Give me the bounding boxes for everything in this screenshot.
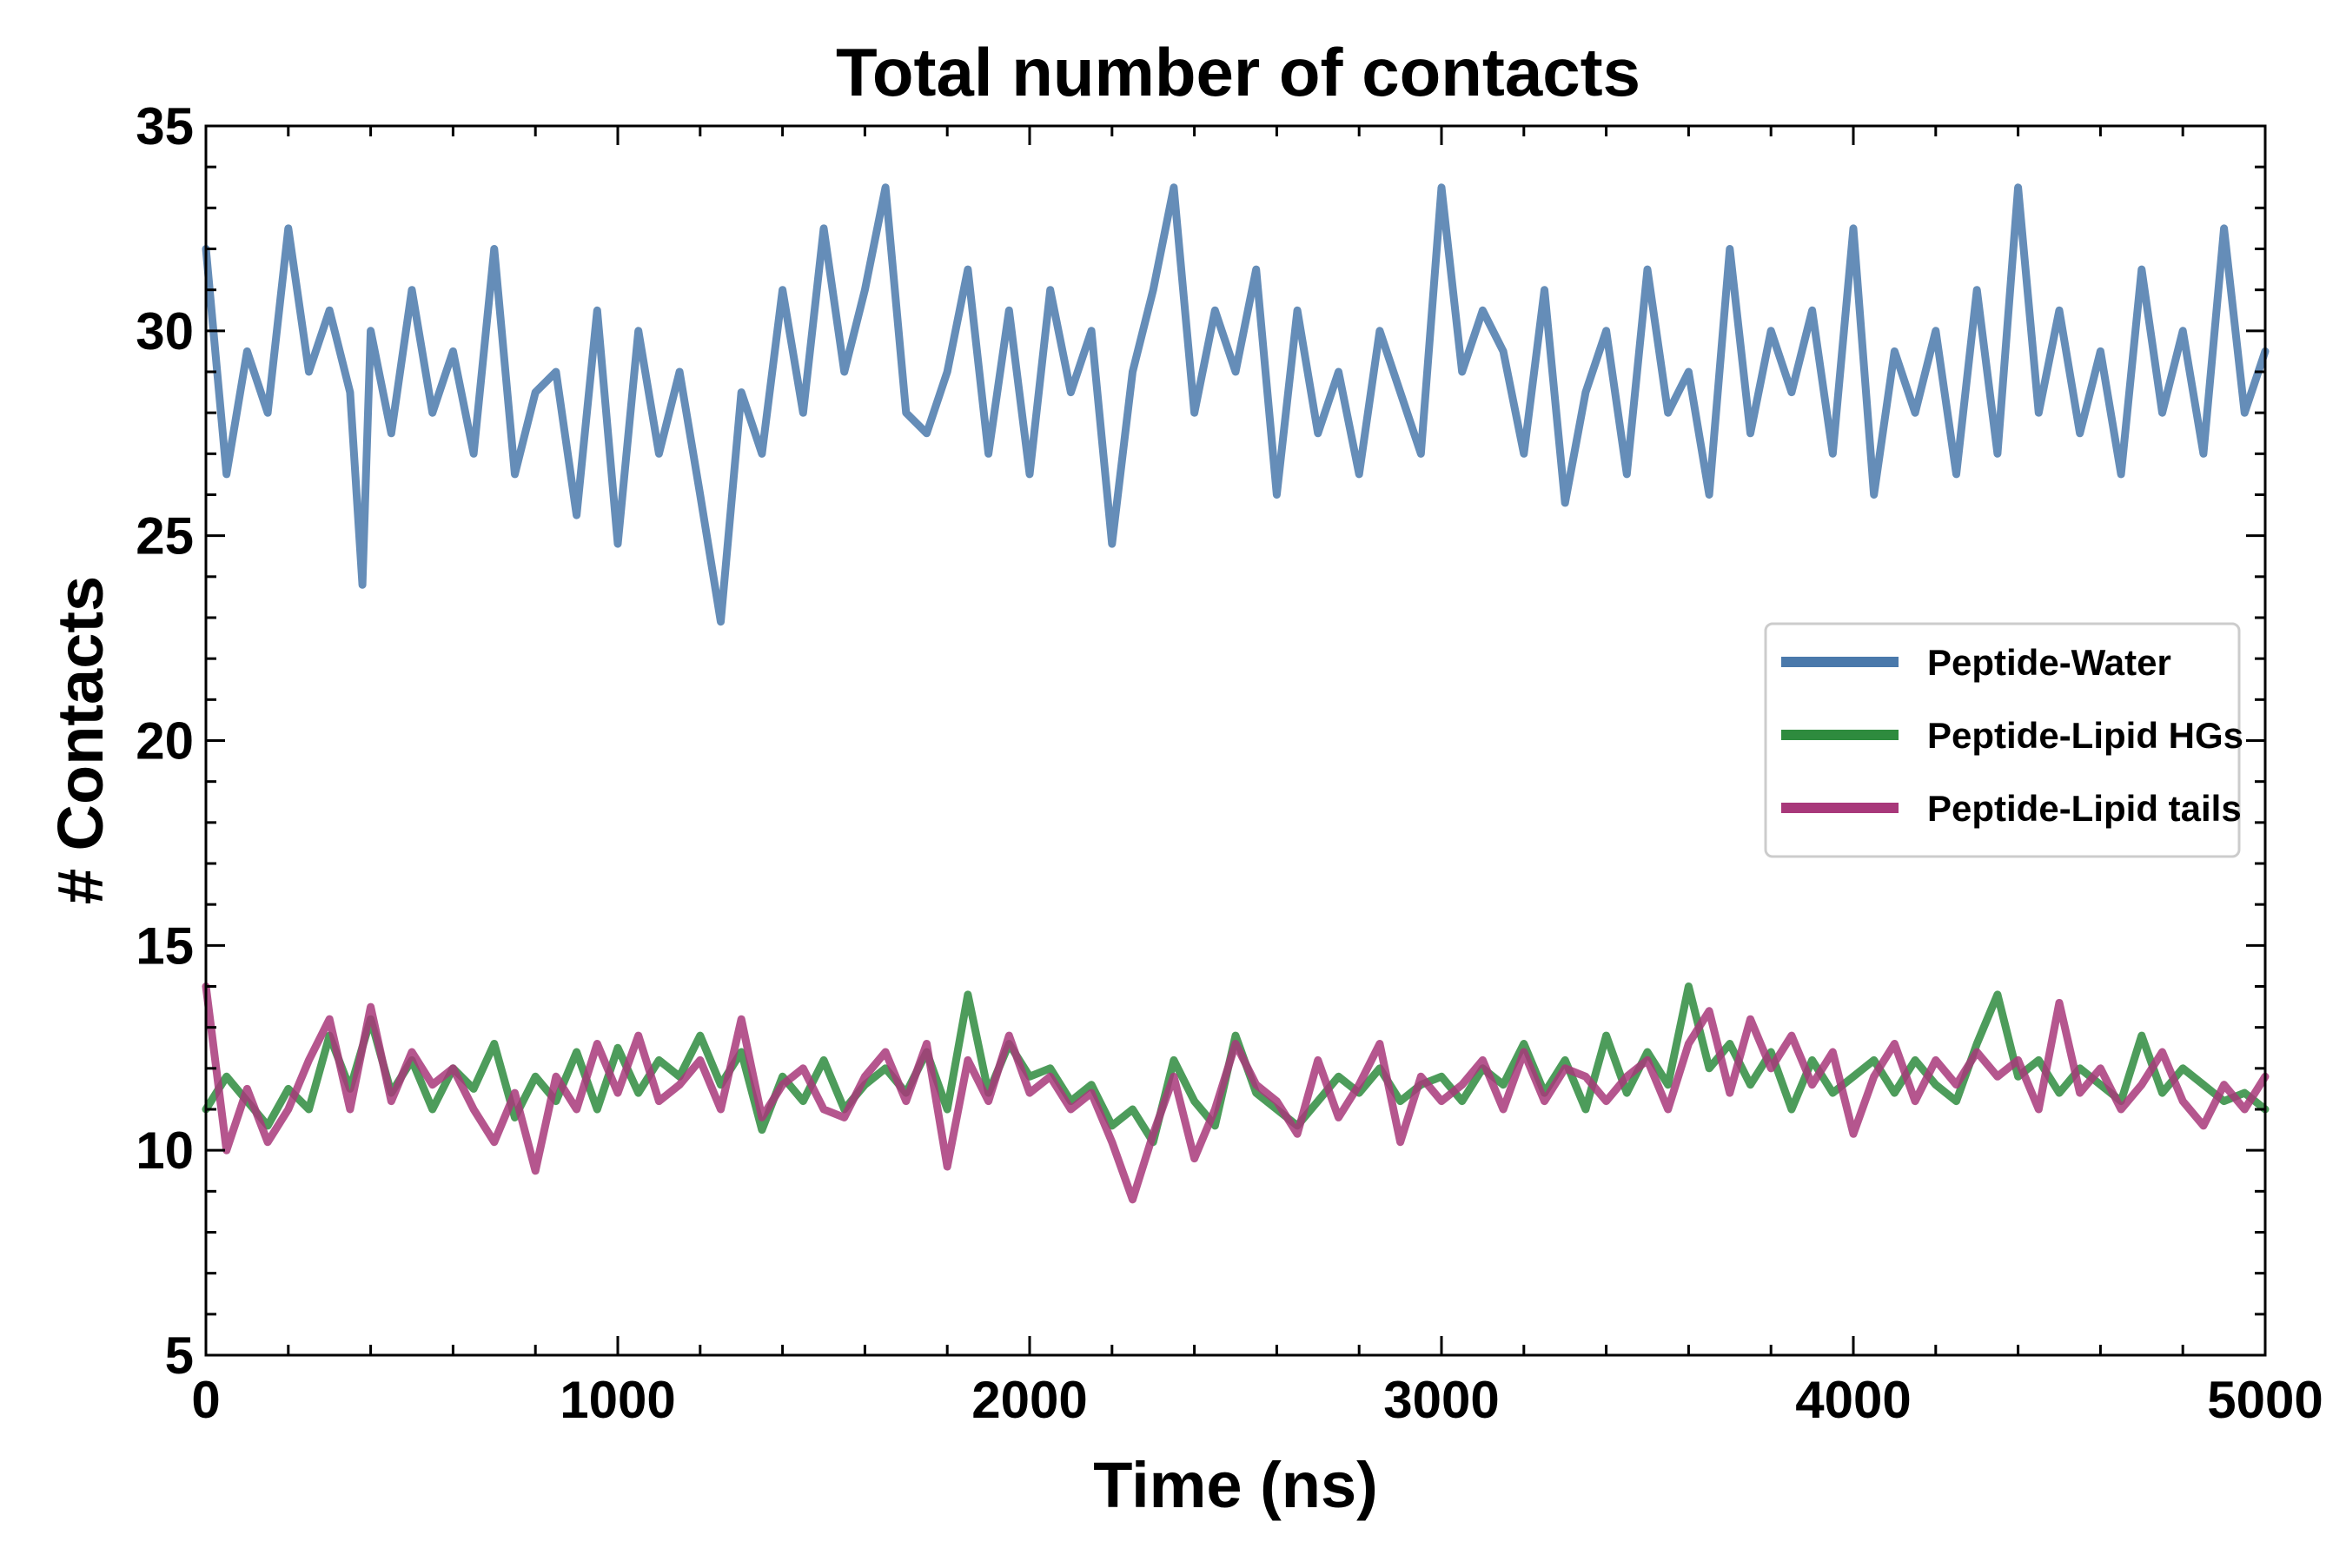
x-tick-label: 3000 <box>1383 1371 1499 1429</box>
series-line-0 <box>202 183 2270 626</box>
y-tick-label: 35 <box>136 97 194 155</box>
legend-label-0: Peptide-Water <box>1927 642 2171 683</box>
y-tick-label: 5 <box>165 1327 194 1385</box>
legend-box <box>1764 622 2241 858</box>
series-line-2 <box>202 982 2270 1204</box>
series-line-1 <box>202 982 2270 1147</box>
x-tick-label: 0 <box>191 1371 220 1429</box>
y-tick-label: 25 <box>136 507 194 566</box>
x-tick-label: 2000 <box>971 1371 1087 1429</box>
x-axis: 0 1000 2000 3000 4000 5000 <box>191 126 2323 1429</box>
y-tick-label: 10 <box>136 1121 194 1180</box>
y-tick-label: 20 <box>136 712 194 771</box>
y-axis: 5 10 15 20 25 30 35 <box>136 97 2265 1385</box>
y-tick-label: 15 <box>136 916 194 975</box>
legend: Peptide-Water Peptide-Lipid HGs Peptide-Li… <box>1764 622 2243 858</box>
series-layer <box>202 183 2270 1204</box>
x-tick-label: 1000 <box>560 1371 675 1429</box>
x-tick-label: 4000 <box>1795 1371 1911 1429</box>
legend-label-2: Peptide-Lipid tails <box>1927 788 2242 829</box>
legend-label-1: Peptide-Lipid HGs <box>1927 715 2243 756</box>
x-axis-label: Time (ns) <box>1093 1449 1378 1521</box>
x-tick-label: 5000 <box>2207 1371 2323 1429</box>
y-tick-label: 30 <box>136 302 194 361</box>
y-axis-label: # Contacts <box>44 576 116 904</box>
chart-title: Total number of contacts <box>836 34 1640 110</box>
